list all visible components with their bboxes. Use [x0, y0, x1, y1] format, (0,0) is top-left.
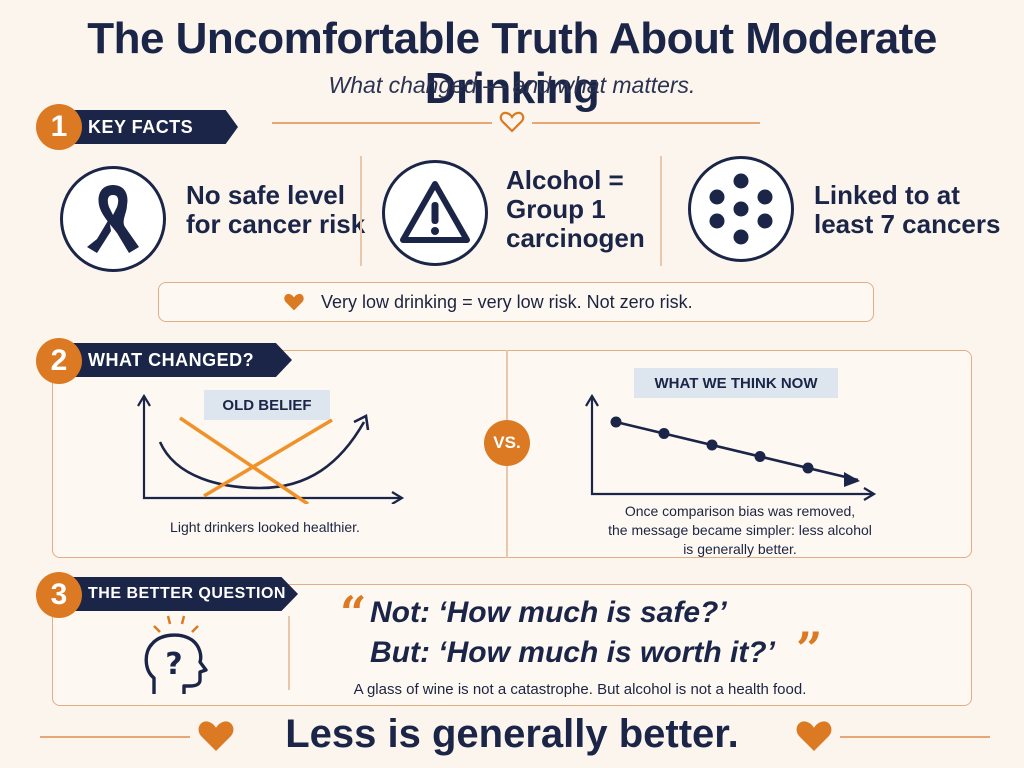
vs-badge: VS. [484, 420, 530, 466]
open-quote-mark: “ [340, 586, 367, 640]
closing-message: Less is generally better. [285, 712, 739, 756]
heart-icon [284, 293, 304, 311]
data-point [802, 462, 814, 474]
fact-2-text: Alcohol = Group 1 carcinogen [506, 165, 645, 254]
data-point [706, 439, 718, 451]
key-facts-note: Very low drinking = very low risk. Not z… [321, 291, 693, 312]
declining-line-arrow [844, 472, 860, 487]
section-1-label: KEY FACTS [62, 110, 238, 144]
key-facts-note-box: Very low drinking = very low risk. Not z… [158, 282, 874, 322]
divider-line-right [532, 122, 760, 124]
page-title: The Uncomfortable Truth About Moderate D… [87, 14, 937, 113]
new-chart-axes [590, 398, 872, 496]
old-belief-caption: Light drinkers looked healthier. [170, 519, 360, 535]
close-quote-mark: ” [796, 622, 823, 676]
section-3-number: 3 [36, 572, 82, 618]
quote-line-2: But: ‘How much is worth it?’ [370, 636, 775, 669]
cancer-ribbon-icon [87, 185, 139, 253]
new-chart-y-arrow [585, 393, 599, 407]
svg-text:?: ? [165, 647, 182, 682]
closing-line-right [840, 736, 990, 738]
j-curve-arrow [353, 414, 370, 431]
cross-out-line-1 [178, 416, 310, 504]
heart-icon-left [198, 721, 234, 751]
fact-3-icon-circle [688, 156, 794, 262]
heart-outline-icon [499, 111, 525, 133]
quote-line-1: Not: ‘How much is safe?’ [370, 596, 727, 629]
thinking-head-icon: ? [144, 615, 208, 694]
dots-cluster-icon [709, 173, 773, 245]
better-question-caption: A glass of wine is not a catastrophe. Bu… [353, 681, 807, 698]
fact-1-icon-circle [60, 166, 166, 272]
warning-triangle-icon [400, 181, 470, 243]
section-3-label: THE BETTER QUESTION [62, 577, 298, 611]
divider-line-left [272, 122, 492, 124]
section-2-number: 2 [36, 338, 82, 384]
question-separator [288, 616, 290, 690]
fact-2-icon-circle [382, 160, 488, 266]
old-belief-chart [137, 393, 405, 504]
section-2-label: WHAT CHANGED? [62, 343, 292, 377]
old-belief-label: OLD BELIEF [204, 390, 330, 420]
fact-separator-2 [660, 156, 662, 266]
data-point [754, 451, 766, 462]
what-we-think-now-caption: Once comparison bias was removed, the me… [608, 503, 872, 557]
heart-icon-right [796, 721, 832, 751]
page-subtitle: What changed — and what matters. [328, 72, 696, 98]
current-view-chart [585, 393, 877, 501]
old-chart-axes [142, 398, 400, 500]
data-point [658, 428, 670, 439]
declining-line [615, 420, 859, 482]
new-chart-x-arrow [863, 487, 877, 501]
what-we-think-now-label: WHAT WE THINK NOW [634, 368, 838, 398]
old-chart-y-arrow [137, 393, 151, 407]
fact-separator-1 [360, 156, 362, 266]
data-point [610, 416, 622, 428]
fact-3-text: Linked to at least 7 cancers [814, 180, 1001, 240]
old-chart-x-arrow [391, 491, 405, 504]
closing-line-left [40, 736, 190, 738]
cross-out-line-2 [203, 418, 333, 498]
j-curve-line [158, 421, 366, 490]
section-1-number: 1 [36, 104, 82, 150]
fact-1-text: No safe level for cancer risk [186, 180, 366, 240]
